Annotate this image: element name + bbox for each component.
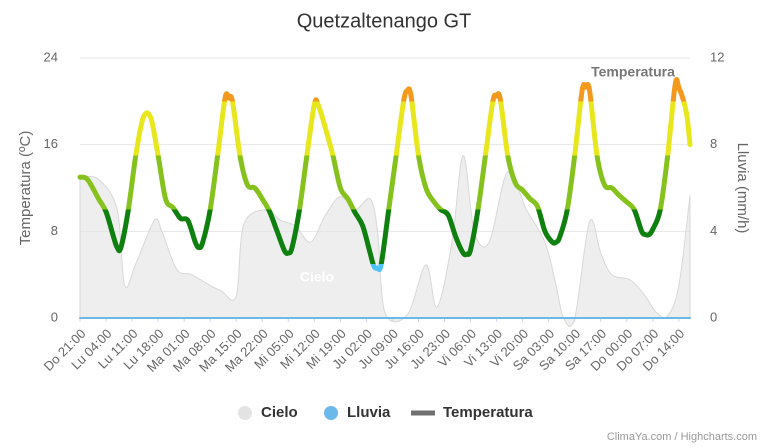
cielo-area	[79, 154, 691, 327]
y2-axis-title: Lluvia (mm/h)	[734, 143, 751, 234]
y-tick-label: 8	[51, 223, 58, 238]
y2-tick-label: 4	[710, 223, 717, 238]
legend-label: Lluvia	[347, 404, 391, 421]
legend-symbol	[411, 410, 435, 416]
y2-tick-label: 12	[710, 49, 724, 64]
y-axis-title: Temperatura (ºC)	[17, 131, 34, 246]
y2-tick-label: 0	[710, 309, 717, 324]
series-line	[77, 77, 693, 273]
annotation: Cielo	[300, 269, 334, 285]
legend-symbol	[238, 406, 252, 420]
legend-label: Cielo	[261, 404, 298, 421]
annotation: Temperatura	[591, 64, 675, 80]
chart-title: Quetzaltenango GT	[297, 10, 472, 32]
credits: ClimaYa.com / Highcharts.com	[607, 431, 757, 443]
y-tick-label: 24	[44, 49, 58, 64]
y2-tick-label: 8	[710, 136, 717, 151]
y-tick-label: 0	[51, 309, 58, 324]
legend-symbol	[324, 406, 338, 420]
y-tick-label: 16	[44, 136, 58, 151]
legend-label: Temperatura	[443, 404, 533, 421]
